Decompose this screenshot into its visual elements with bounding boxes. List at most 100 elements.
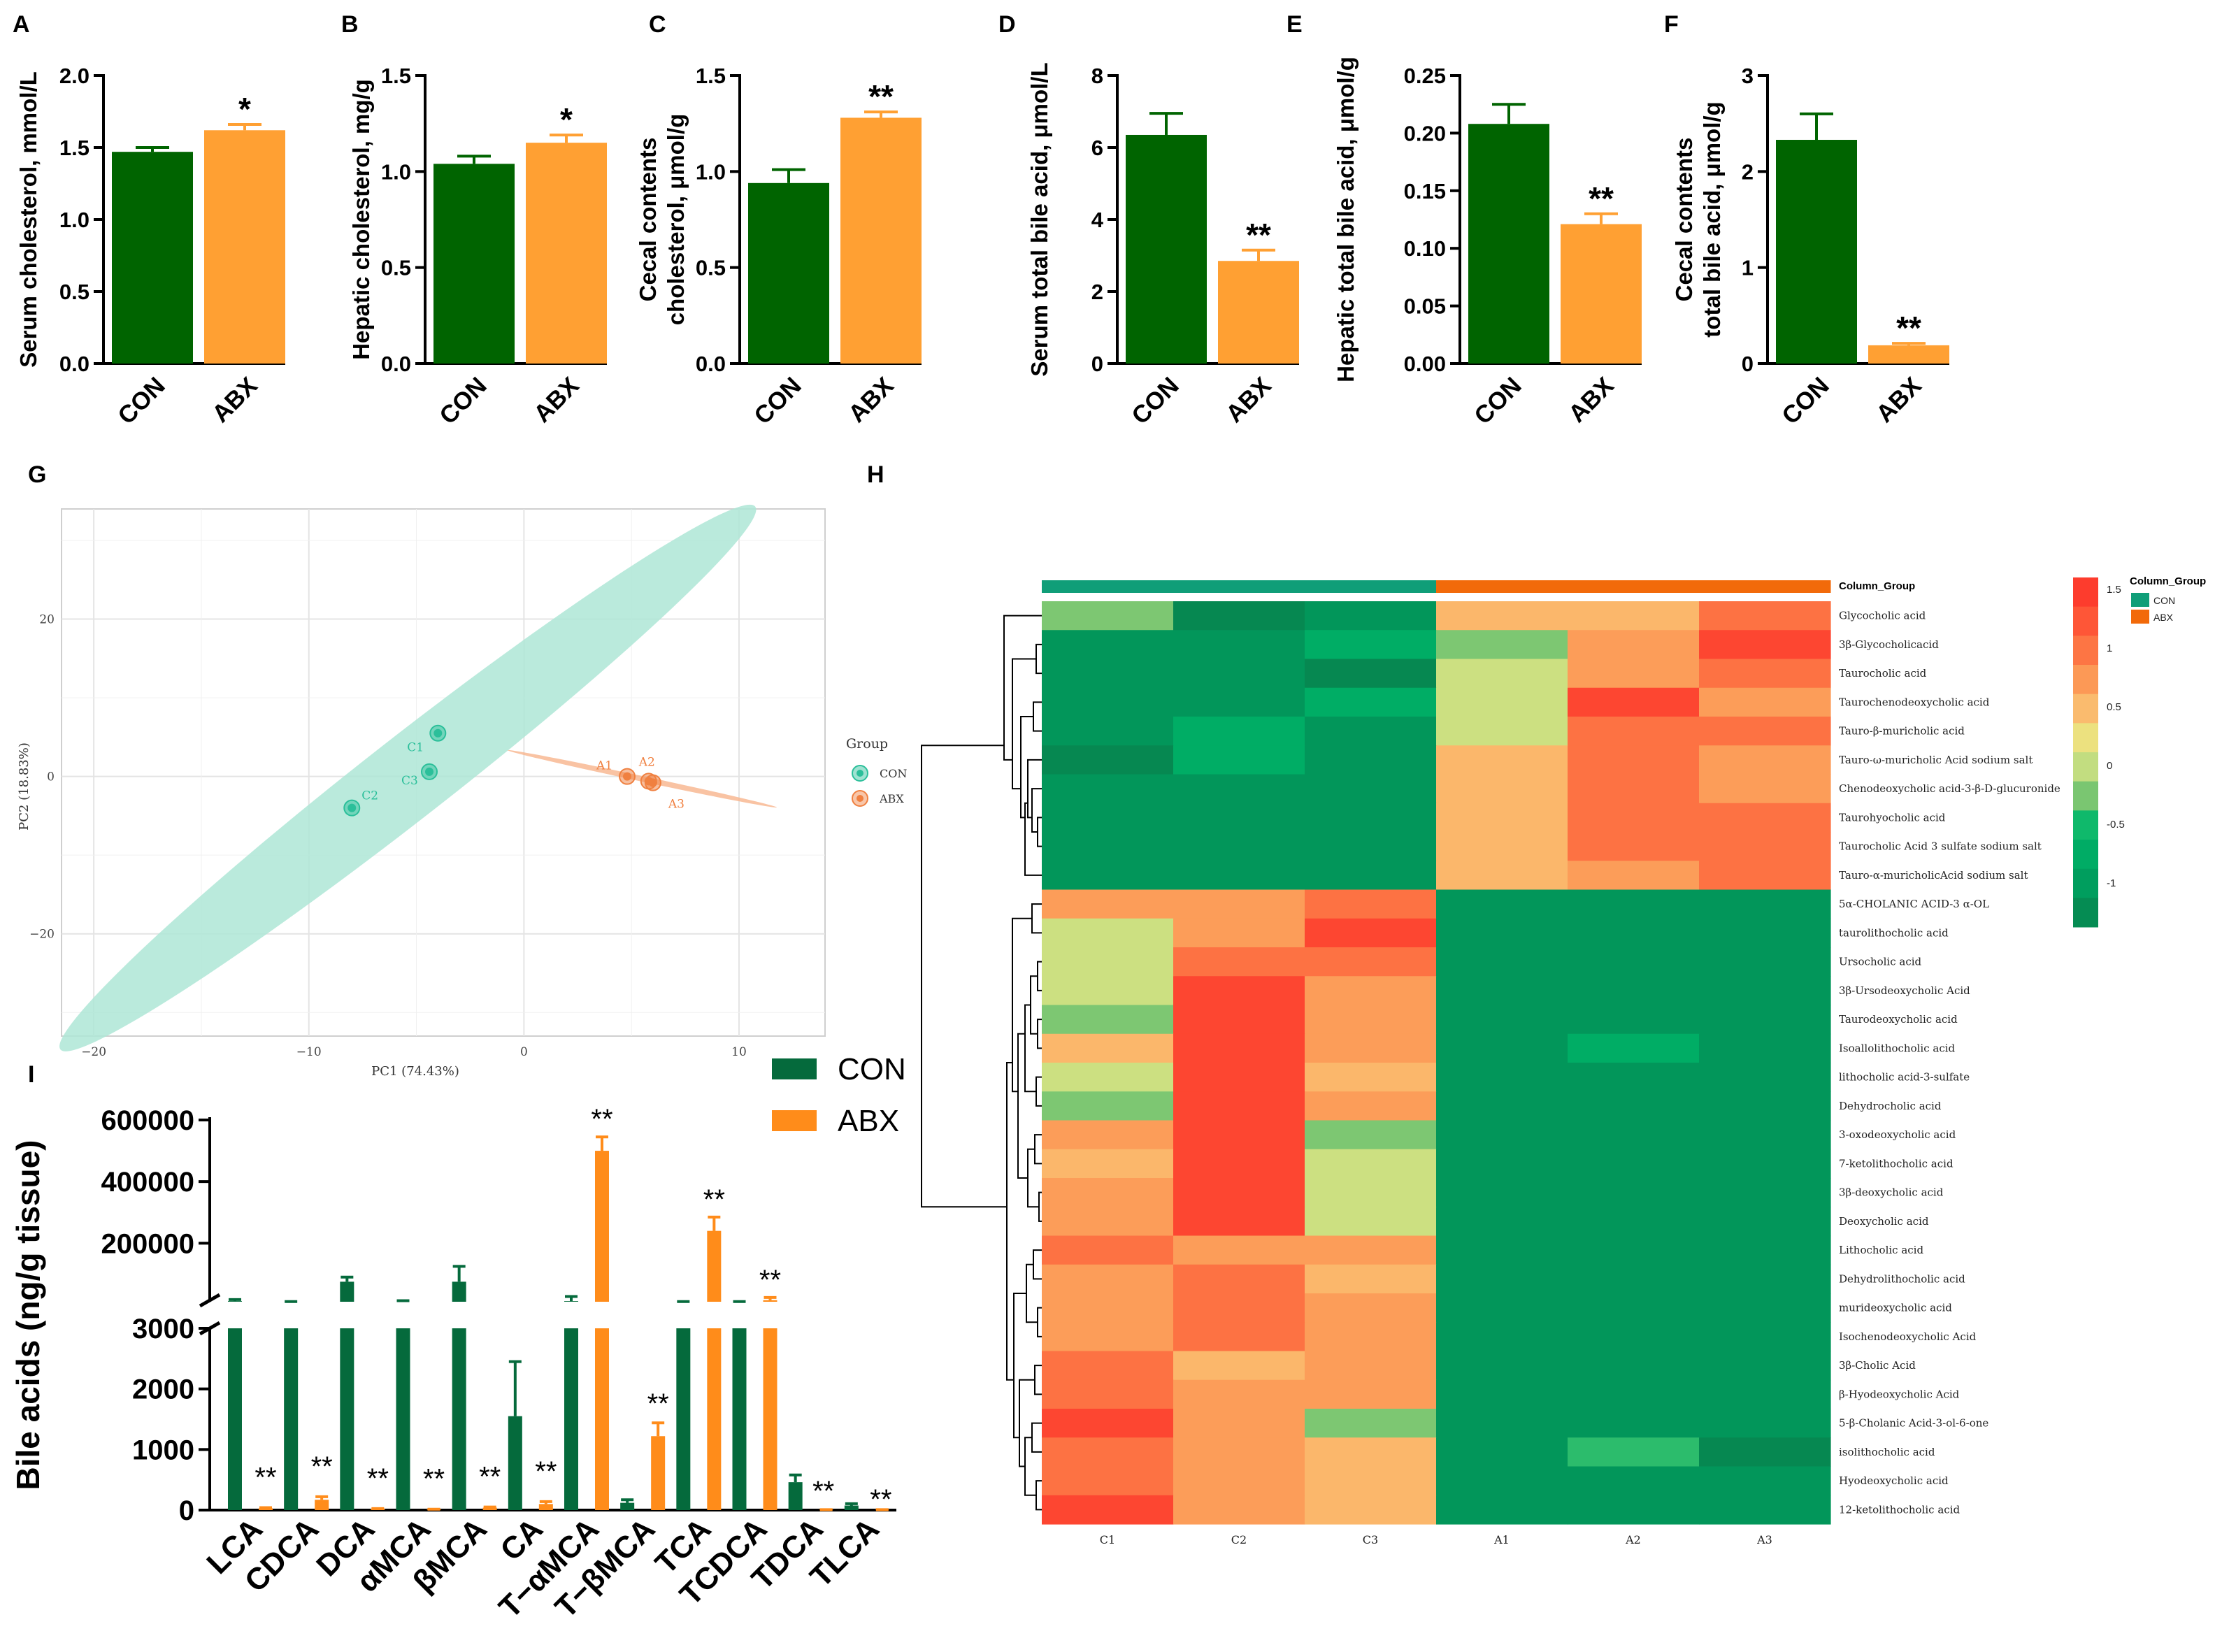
heatmap-cell [1568, 1293, 1700, 1323]
heatmap-cell [1305, 1379, 1437, 1409]
heatmap-cell [1699, 1033, 1831, 1063]
heatmap-cell [1305, 1207, 1437, 1237]
y-tick-label: 1 [1742, 256, 1754, 280]
colorbar-tick-label: 1 [2107, 642, 2112, 654]
bar-con [564, 1328, 578, 1510]
heatmap-cell [1173, 630, 1305, 660]
heatmap-cell [1436, 601, 1568, 631]
legend-label: ABX [838, 1104, 899, 1138]
heatmap-cell [1568, 659, 1700, 689]
y-tick-label: 20 [39, 613, 55, 627]
heatmap-cell [1436, 1235, 1568, 1265]
column-group-bar-abx [1436, 580, 1568, 593]
y-tick-label: 600000 [101, 1105, 194, 1136]
significance-marker: ** [311, 1451, 333, 1482]
heatmap-cell [1042, 630, 1174, 660]
heatmap-cell [1173, 1351, 1305, 1381]
row-label: 3β-Ursodeoxycholic Acid [1839, 984, 1970, 997]
heatmap-cell [1305, 1495, 1437, 1525]
heatmap-cell [1042, 1033, 1174, 1063]
bar-abx [763, 1328, 777, 1510]
colorbar-segment [2073, 898, 2098, 928]
row-label: β-Hyodeoxycholic Acid [1839, 1388, 1960, 1400]
dendrogram-branch [1033, 1249, 1042, 1280]
y-tick-label: 1.5 [696, 64, 726, 88]
bar-abx [315, 1500, 329, 1510]
chart-panel-c: 0.0 0.5 1.0 1.5 Cecal contentscholesterol, μ… [635, 64, 922, 430]
sample-point-core [347, 803, 357, 812]
heatmap-cell [1305, 1437, 1437, 1467]
bar-abx-upper [763, 1300, 777, 1302]
bar-con [228, 1328, 242, 1510]
heatmap-cell [1042, 1293, 1174, 1323]
y-tick-label: 0.15 [1404, 179, 1446, 203]
heatmap-cell [1042, 1235, 1174, 1265]
heatmap-cell [1042, 1178, 1174, 1207]
row-label: Tauro-β-muricholic acid [1839, 725, 1965, 738]
bar-con [340, 1328, 354, 1510]
heatmap-cell [1042, 745, 1174, 775]
panel-label-g: G [28, 461, 46, 488]
column-label: A2 [1625, 1533, 1641, 1546]
row-label: Taurocholic Acid 3 sulfate sodium salt [1839, 840, 2042, 853]
heatmap-cell [1436, 1495, 1568, 1525]
y-tick-label: 0 [1091, 352, 1103, 376]
colorbar-tick-label: -0.5 [2107, 819, 2125, 831]
y-tick-label: 0 [179, 1495, 194, 1526]
heatmap-cell [1436, 1264, 1568, 1294]
heatmap-cell [1436, 630, 1568, 660]
sample-point-core [648, 778, 657, 787]
row-label: Taurodeoxycholic acid [1839, 1013, 1958, 1026]
heatmap-cell [1436, 918, 1568, 948]
bar-abx [1218, 261, 1299, 364]
significance-marker: * [560, 101, 573, 138]
row-label: lithocholic acid-3-sulfate [1839, 1071, 1970, 1084]
heatmap-cell [1436, 1120, 1568, 1150]
heatmap-cell [1436, 1409, 1568, 1438]
heatmap-cell [1042, 1091, 1174, 1121]
y-tick-label: 0.5 [381, 256, 411, 280]
column-label: A3 [1756, 1533, 1772, 1546]
colorbar-segment [2073, 810, 2098, 840]
heatmap-cell [1042, 1005, 1174, 1035]
heatmap-cell [1699, 1293, 1831, 1323]
x-tick-label: CON [434, 372, 492, 430]
heatmap-cell [1568, 1466, 1700, 1496]
legend-label: CON [838, 1052, 906, 1086]
dendrogram-branch [1031, 903, 1042, 934]
heatmap-cell [1699, 1466, 1831, 1496]
heatmap-cell [1042, 1466, 1174, 1496]
row-label: Ursocholic acid [1839, 956, 1922, 968]
confidence-ellipse-con [59, 504, 757, 1051]
heatmap-cell [1305, 1409, 1437, 1438]
heatmap-cell [1568, 1091, 1700, 1121]
dendrogram-branch [1034, 1134, 1042, 1165]
heatmap-cell [1042, 687, 1174, 717]
y-tick-label: 2.0 [59, 64, 89, 88]
legend-label: ABX [2153, 612, 2174, 623]
heatmap-cell [1042, 1409, 1174, 1438]
heatmap-cell [1699, 774, 1831, 804]
heatmap-cell [1305, 1033, 1437, 1063]
heatmap-cell [1305, 1235, 1437, 1265]
row-label: Dehydrocholic acid [1839, 1100, 1942, 1112]
heatmap-cell [1568, 1264, 1700, 1294]
column-group-label: Column_Group [1839, 580, 1915, 592]
bar-con [284, 1328, 299, 1510]
colorbar-tick-label: -1 [2107, 877, 2116, 889]
row-label: Taurohyocholic acid [1839, 811, 1946, 824]
row-label: 3β-Glycocholicacid [1839, 638, 1939, 651]
dendrogram-branch [921, 745, 1007, 1208]
heatmap-cell [1699, 687, 1831, 717]
bar-abx [526, 143, 607, 364]
dendrogram-branch [1012, 658, 1036, 790]
bar-abx [204, 130, 285, 364]
row-label: 7-ketolithocholic acid [1839, 1157, 1954, 1170]
bar-abx [259, 1508, 273, 1510]
colorbar-segment [2073, 694, 2098, 724]
heatmap-cell [1699, 745, 1831, 775]
column-label: A1 [1493, 1533, 1510, 1546]
y-axis-label: PC2 (18.83%) [17, 742, 31, 831]
dendrogram-branch [1037, 1307, 1042, 1337]
heatmap-cell [1699, 889, 1831, 919]
